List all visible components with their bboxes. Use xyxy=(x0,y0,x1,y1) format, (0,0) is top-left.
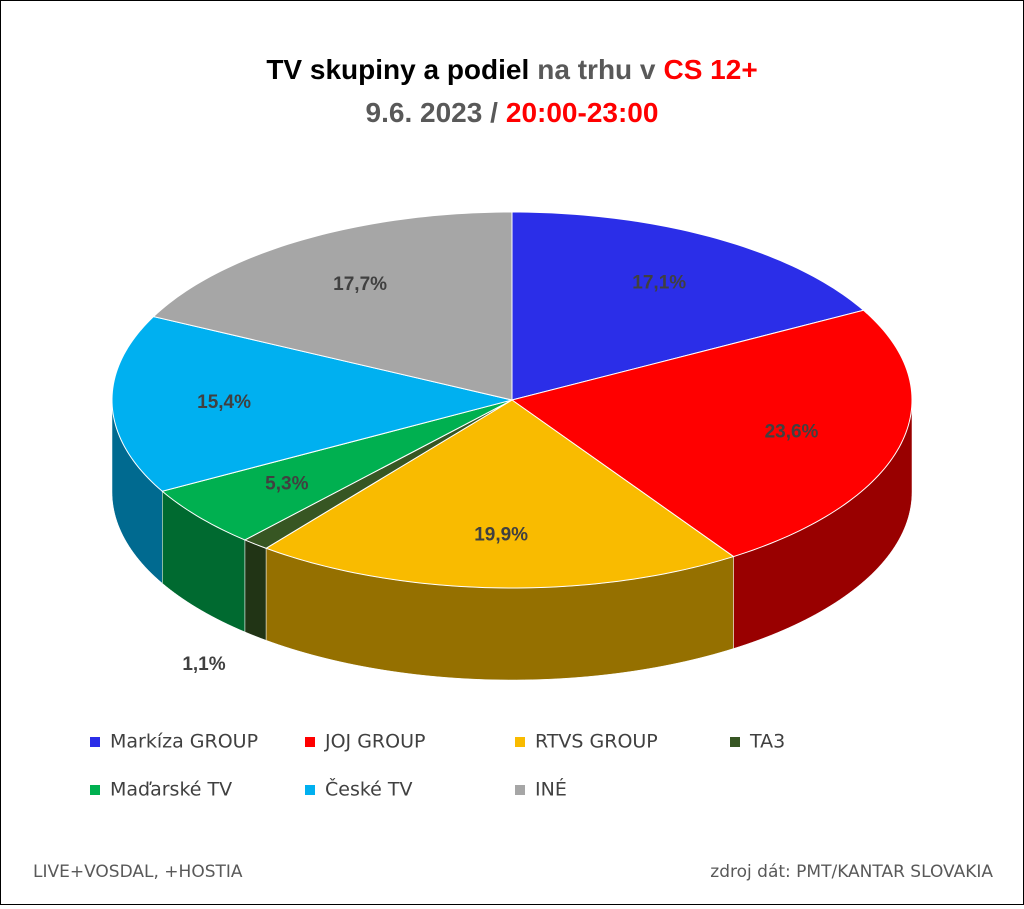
legend-label: Markíza GROUP xyxy=(110,731,258,753)
slice xyxy=(264,399,735,589)
legend-swatch xyxy=(515,737,525,747)
legend-label: TA3 xyxy=(749,731,785,753)
data-label: 23,6% xyxy=(765,422,819,443)
legend-swatch xyxy=(730,737,740,747)
title-part: CS 12+ xyxy=(664,54,758,85)
data-label: 15,4% xyxy=(197,392,251,413)
footer-left: LIVE+VOSDAL, +HOSTIA xyxy=(33,862,243,882)
legend-swatch xyxy=(90,785,100,795)
slice xyxy=(511,211,865,401)
footer-right: zdroj dát: PMT/KANTAR SLOVAKIA xyxy=(710,862,993,882)
title-part: na trhu v xyxy=(537,54,656,85)
slice xyxy=(510,309,913,558)
legend-swatch xyxy=(305,737,315,747)
title-part: 9.6. 2023 / xyxy=(366,97,499,128)
legend-label: RTVS GROUP xyxy=(535,731,658,753)
title-part: TV skupiny a podiel xyxy=(266,54,529,85)
slice-side xyxy=(244,539,267,641)
legend-swatch xyxy=(515,785,525,795)
legend-swatch xyxy=(90,737,100,747)
pie: 17,1% 23,6% 19,9% 1,1% 5,3% 15,4% 17,7% xyxy=(111,211,913,681)
legend-label: INÉ xyxy=(535,778,567,801)
data-label: 17,7% xyxy=(333,274,387,295)
data-label: 19,9% xyxy=(474,524,528,545)
legend: Markíza GROUP JOJ GROUP RTVS GROUP TA3 Maďar… xyxy=(90,731,785,801)
data-label: 5,3% xyxy=(265,473,308,494)
slice xyxy=(161,399,513,541)
title-part: 20:00-23:00 xyxy=(506,97,659,128)
legend-label: Maďarské TV xyxy=(110,779,232,801)
chart-title: TV skupiny a podiel na trhu v CS 12+ xyxy=(266,54,757,85)
legend-label: České TV xyxy=(325,777,413,801)
legend-label: JOJ GROUP xyxy=(324,731,425,753)
data-label: 17,1% xyxy=(632,273,686,294)
data-label: 1,1% xyxy=(182,654,225,675)
legend-swatch xyxy=(305,785,315,795)
slice xyxy=(152,211,513,401)
slice xyxy=(111,316,513,492)
chart-subtitle: 9.6. 2023 /20:00-23:00 xyxy=(366,97,659,128)
